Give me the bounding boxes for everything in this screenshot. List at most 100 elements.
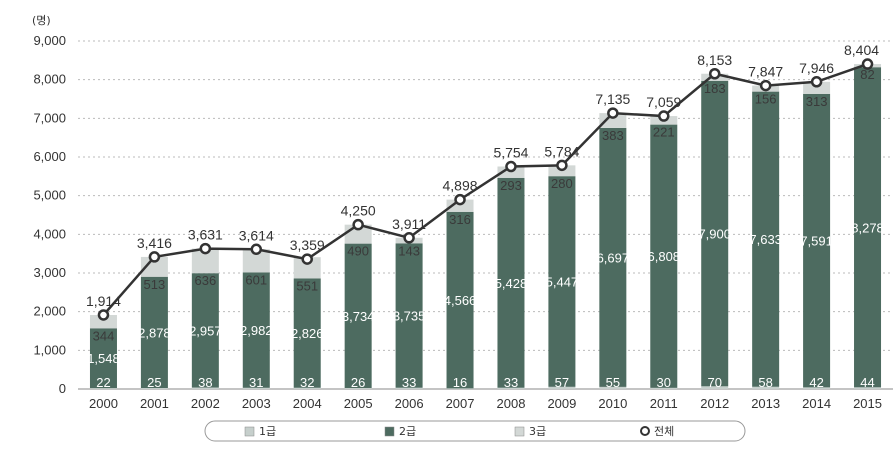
data-label-3: 183 — [704, 81, 726, 96]
data-label-1: 16 — [453, 375, 467, 390]
data-label-1: 55 — [606, 375, 620, 390]
x-tick-label: 2015 — [853, 396, 882, 411]
data-label-2: 4,566 — [444, 293, 477, 308]
total-label: 3,631 — [188, 227, 223, 243]
bar-segment-2 — [140, 276, 168, 389]
bar-segment-2 — [599, 127, 627, 387]
y-tick-label: 1,000 — [33, 342, 66, 357]
total-label: 7,946 — [799, 60, 834, 76]
bar-segment-3 — [242, 249, 270, 273]
total-marker — [97, 309, 110, 321]
bar-segment-1 — [854, 387, 882, 389]
data-label-2: 7,900 — [698, 227, 731, 242]
bar-segment-1 — [446, 388, 474, 389]
total-marker — [454, 193, 466, 206]
x-tick-label: 2005 — [344, 396, 373, 411]
data-label-1: 33 — [402, 375, 416, 390]
data-label-1: 30 — [657, 375, 671, 390]
data-label-2: 3,735 — [393, 309, 426, 324]
data-label-2: 2,957 — [189, 323, 222, 338]
data-label-2: 7,633 — [749, 232, 782, 247]
total-marker — [708, 68, 721, 80]
total-marker — [352, 218, 364, 231]
bar-segment-1 — [548, 386, 576, 389]
x-tick-label: 2002 — [191, 396, 220, 411]
data-label-3: 601 — [245, 272, 267, 287]
data-label-1: 57 — [555, 375, 569, 390]
data-label-3: 513 — [144, 277, 166, 292]
data-label-3: 313 — [806, 94, 828, 109]
legend-box — [204, 420, 746, 442]
data-label-2: 8,278 — [851, 220, 884, 235]
bar-segment-2 — [650, 124, 678, 388]
total-label: 4,898 — [443, 178, 478, 194]
total-label: 8,404 — [844, 42, 879, 58]
data-label-2: 5,428 — [495, 276, 528, 291]
bar-segment-3 — [446, 199, 474, 212]
data-label-1: 33 — [504, 375, 518, 390]
data-label-2: 5,447 — [546, 274, 579, 289]
total-label: 8,153 — [697, 52, 732, 68]
data-label-1: 22 — [96, 375, 110, 390]
bar-segment-1 — [701, 386, 729, 389]
legend: 1급 2급 3급 전체 — [204, 420, 746, 442]
total-label: 3,614 — [239, 227, 274, 243]
x-tick-label: 2003 — [242, 396, 271, 411]
data-label-1: 32 — [300, 375, 314, 390]
data-label-2: 2,982 — [240, 323, 273, 338]
bar-segment-2 — [497, 177, 525, 388]
total-label: 7,847 — [748, 64, 783, 80]
bar-segment-1 — [803, 387, 831, 389]
bar-segment-2 — [701, 80, 729, 387]
legend-swatch — [244, 426, 255, 437]
bar-segment-3 — [140, 256, 168, 277]
bar-segment-1 — [650, 387, 678, 389]
total-series-line — [102, 62, 868, 316]
total-label: 5,754 — [493, 145, 528, 161]
total-marker — [759, 79, 772, 92]
bar-segment-2 — [854, 67, 882, 388]
data-label-3: 490 — [347, 244, 369, 259]
data-label-2: 6,697 — [597, 250, 630, 265]
bar-segment-2 — [752, 91, 780, 387]
y-tick-label: 0 — [59, 381, 66, 396]
y-tick-label: 2,000 — [33, 304, 66, 319]
total-label: 3,359 — [290, 237, 325, 253]
bar-segment-3 — [599, 113, 627, 128]
legend-label: 2급 — [399, 425, 416, 438]
data-label-2: 7,591 — [800, 234, 833, 249]
total-marker — [658, 110, 670, 122]
total-label: 7,135 — [595, 91, 630, 107]
bar-segment-1 — [344, 387, 372, 389]
total-marker — [607, 107, 619, 119]
legend-swatch — [514, 426, 525, 437]
bar-segment-2 — [548, 176, 576, 387]
total-marker — [556, 159, 568, 172]
data-label-3: 344 — [93, 328, 115, 343]
y-axis: 0 1,000 2,000 3,000 4,000 5,000 6,000 7,000 8,00… — [33, 33, 66, 396]
legend-label: 3급 — [529, 425, 546, 438]
data-label-2: 3,734 — [342, 309, 375, 324]
bar-segment-1 — [140, 388, 168, 389]
data-label-1: 31 — [249, 375, 263, 390]
total-marker — [810, 76, 823, 88]
y-tick-label: 9,000 — [33, 33, 66, 48]
bars — [89, 64, 882, 389]
total-label: 5,784 — [544, 143, 579, 159]
data-label-1: 70 — [707, 375, 721, 390]
total-label: 7,059 — [646, 94, 681, 110]
data-label-3: 316 — [449, 212, 471, 227]
legend-swatch — [384, 426, 395, 437]
data-label-1: 42 — [809, 375, 823, 390]
data-label-3: 82 — [860, 67, 874, 82]
legend-label: 1급 — [259, 425, 276, 438]
x-tick-label: 2007 — [446, 396, 475, 411]
bar-segment-1 — [752, 386, 780, 389]
data-label-1: 26 — [351, 375, 365, 390]
bar-segment-3 — [803, 81, 831, 94]
x-tick-label: 2013 — [751, 396, 780, 411]
data-label-1: 44 — [860, 375, 874, 390]
bar-segment-2 — [395, 243, 423, 388]
total-label: 1,914 — [86, 293, 121, 309]
